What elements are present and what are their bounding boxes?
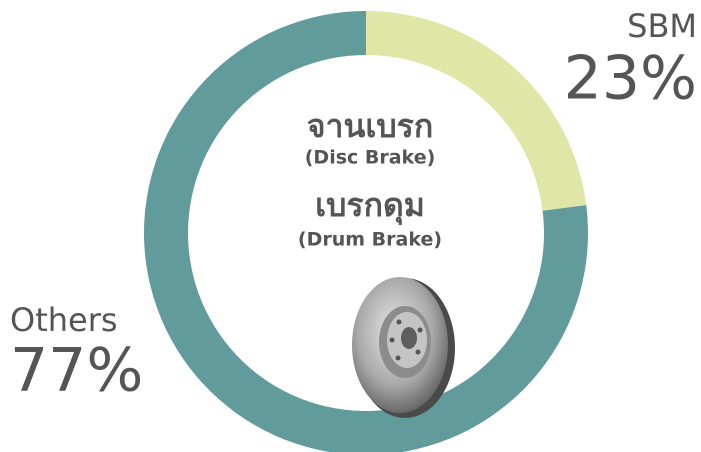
legend-label: SBM: [627, 7, 697, 45]
center-annotation: (Drum Brake): [298, 229, 442, 251]
center-annotation: (Disc Brake): [305, 147, 436, 169]
center-annotation: เบรกดุม: [315, 186, 425, 226]
value-label: 77%: [10, 336, 143, 406]
donut: [144, 11, 588, 452]
brake-disc-image: [352, 277, 455, 418]
wedge: [366, 11, 587, 211]
center-annotation: จานเบรก: [307, 107, 433, 145]
value-label: 23%: [564, 44, 697, 114]
legend-label: Others: [10, 301, 118, 339]
